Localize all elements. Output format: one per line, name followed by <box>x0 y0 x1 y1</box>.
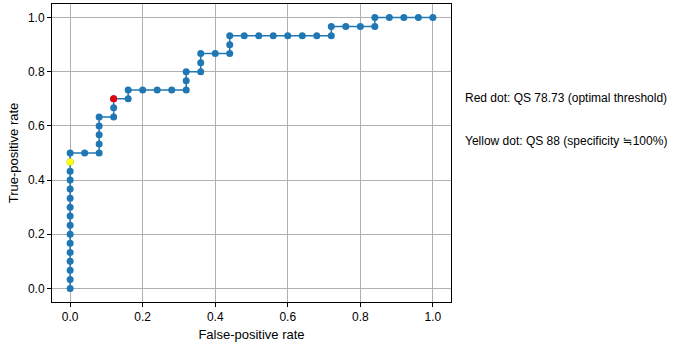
svg-text:True-positive rate: True-positive rate <box>6 103 21 204</box>
svg-text:0.8: 0.8 <box>28 65 45 79</box>
svg-text:0.0: 0.0 <box>62 310 79 324</box>
svg-text:1.0: 1.0 <box>28 11 45 25</box>
svg-text:0.2: 0.2 <box>134 310 151 324</box>
svg-text:Red dot: QS 78.73 (optimal thr: Red dot: QS 78.73 (optimal threshold) <box>465 91 667 105</box>
svg-text:0.8: 0.8 <box>352 310 369 324</box>
svg-text:0.4: 0.4 <box>28 173 45 187</box>
svg-text:0.2: 0.2 <box>28 227 45 241</box>
svg-text:0.6: 0.6 <box>28 119 45 133</box>
svg-text:0.0: 0.0 <box>28 282 45 296</box>
svg-text:1.0: 1.0 <box>425 310 442 324</box>
svg-text:0.4: 0.4 <box>207 310 224 324</box>
svg-text:0.6: 0.6 <box>279 310 296 324</box>
svg-text:Yellow dot: QS 88 (specificity: Yellow dot: QS 88 (specificity ≒100%) <box>465 134 667 148</box>
svg-text:False-positive rate: False-positive rate <box>198 327 304 342</box>
